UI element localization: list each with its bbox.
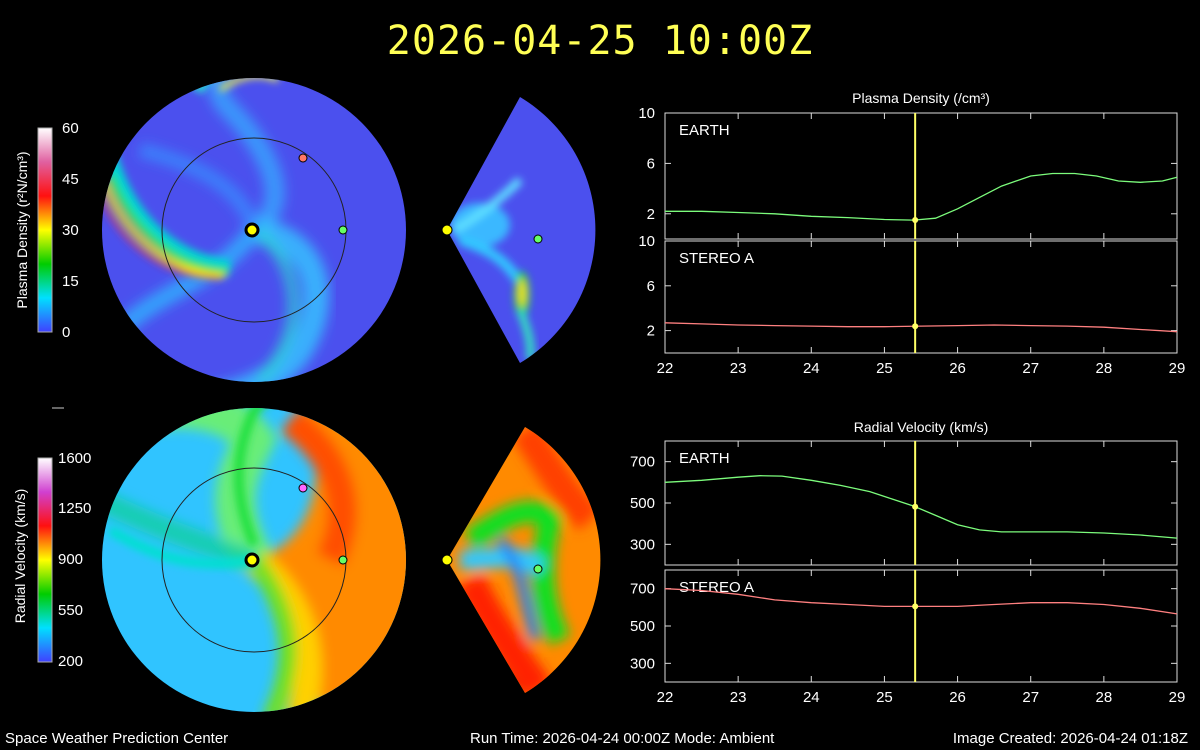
x-tick-label: 27 <box>1022 689 1039 706</box>
plot-frame <box>664 240 1178 354</box>
x-tick-label: 28 <box>1096 360 1113 377</box>
panel-label: EARTH <box>679 450 730 467</box>
x-tick-label: 26 <box>949 689 966 706</box>
velocity-wedge-earth-marker <box>533 564 543 574</box>
x-tick-label: 24 <box>803 689 820 706</box>
velocity-colorbar <box>37 457 53 663</box>
y-tick-label: 300 <box>630 536 655 553</box>
plot-title: Plasma Density (/cm³) <box>852 90 990 106</box>
velocity-tick-1600: 1600 <box>58 450 92 467</box>
velocity-tick-1250: 1250 <box>58 500 92 517</box>
x-tick-label: 26 <box>949 360 966 377</box>
footer-created: Image Created: 2026-04-24 01:18Z <box>952 730 1188 747</box>
x-tick-label: 25 <box>876 360 893 377</box>
panel-label: STEREO A <box>679 579 754 596</box>
y-tick-label: 700 <box>630 454 655 471</box>
x-tick-label: 22 <box>657 689 674 706</box>
y-tick-label: 300 <box>630 655 655 672</box>
plot-panel-3: Radial Velocity (km/s) EARTH 300 500 700 <box>630 419 1178 566</box>
y-tick-label: 500 <box>630 495 655 512</box>
density-sun-marker <box>244 222 260 238</box>
series-line <box>665 172 1178 221</box>
velocity-tick-200: 200 <box>58 653 84 670</box>
density-meridional-map <box>447 97 596 363</box>
density-tick-60: 60 <box>62 120 79 137</box>
plot-title: Radial Velocity (km/s) <box>854 419 989 435</box>
current-value-dot <box>912 323 919 330</box>
y-tick-label: 10 <box>638 233 655 250</box>
x-tick-label: 23 <box>730 689 747 706</box>
velocity-wedge-sun-marker <box>441 554 453 566</box>
current-value-dot <box>912 216 919 223</box>
series-line <box>664 588 1178 615</box>
plot-frame <box>664 440 1178 566</box>
density-tick-30: 30 <box>62 222 79 239</box>
density-tick-0: 0 <box>62 324 71 341</box>
y-tick-label: 2 <box>647 206 655 223</box>
density-colorbar <box>37 127 53 333</box>
plot-panel-1: Plasma Density (/cm³) EARTH 2 6 10 <box>638 90 1178 240</box>
series-line <box>664 475 1178 539</box>
x-tick-label: 29 <box>1169 689 1186 706</box>
footer-run-info: Run Time: 2026-04-24 00:00Z Mode: Ambien… <box>470 730 775 747</box>
y-tick-label: 700 <box>630 581 655 598</box>
y-tick-label: 10 <box>638 105 655 122</box>
velocity-meridional-map <box>447 427 601 693</box>
density-wedge-sun-marker <box>441 224 453 236</box>
density-wedge-earth-marker <box>533 234 543 244</box>
x-tick-label: 27 <box>1022 360 1039 377</box>
series-line <box>664 322 1178 333</box>
velocity-earth-marker <box>338 555 348 565</box>
velocity-sun-marker <box>244 552 260 568</box>
x-tick-label: 25 <box>876 689 893 706</box>
x-tick-label: 29 <box>1169 360 1186 377</box>
velocity-ecliptic-map <box>102 408 406 712</box>
density-earth-marker <box>338 225 348 235</box>
density-stereo-a-marker <box>298 153 308 163</box>
x-tick-label: 24 <box>803 360 820 377</box>
plot-panel-4: STEREO A 300 500 700 22 23 24 25 26 27 28 29 <box>630 569 1186 706</box>
panel-label: EARTH <box>679 122 730 139</box>
forecast-datetime-title: 2026-04-25 10:00Z <box>386 18 814 64</box>
density-tick-45: 45 <box>62 171 79 188</box>
x-tick-label: 28 <box>1096 689 1113 706</box>
current-value-dot <box>912 603 919 610</box>
current-value-dot <box>912 503 919 510</box>
velocity-tick-900: 900 <box>58 551 84 568</box>
plot-frame <box>664 112 1178 240</box>
panel-label: STEREO A <box>679 250 754 267</box>
y-tick-label: 500 <box>630 618 655 635</box>
velocity-stereo-a-marker <box>298 483 308 493</box>
x-tick-label: 22 <box>657 360 674 377</box>
y-tick-label: 6 <box>647 155 655 172</box>
footer-org: Space Weather Prediction Center <box>5 730 229 747</box>
density-tick-15: 15 <box>62 273 79 290</box>
x-tick-label: 23 <box>730 360 747 377</box>
y-tick-label: 6 <box>647 278 655 295</box>
velocity-tick-550: 550 <box>58 602 84 619</box>
y-tick-label: 2 <box>647 323 655 340</box>
